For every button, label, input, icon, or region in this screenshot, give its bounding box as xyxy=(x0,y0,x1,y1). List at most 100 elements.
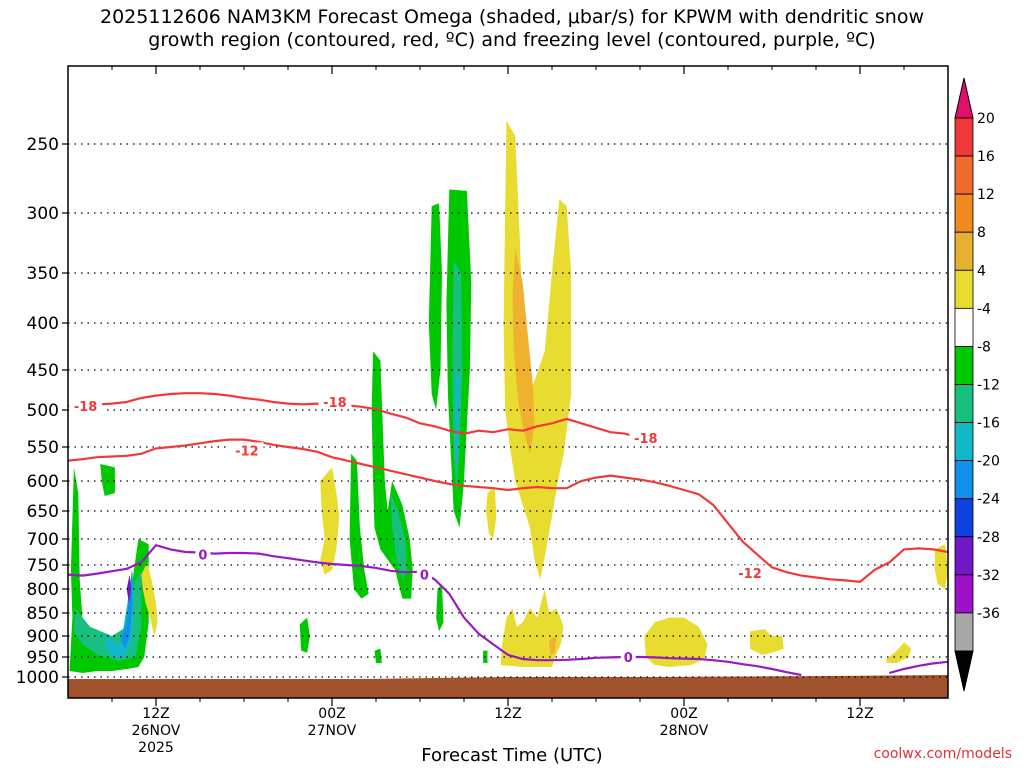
y-tick-label-400: 400 xyxy=(27,314,59,334)
x-tick-label: 12Z xyxy=(142,706,169,722)
colorbar-label--36: -36 xyxy=(977,606,1000,622)
contour-label-bg xyxy=(230,442,264,458)
x-tick-date: 26NOV xyxy=(132,723,181,739)
colorbar-swatch-10 xyxy=(954,460,974,500)
omega-region-18 xyxy=(320,467,340,575)
title-line-1: 2025112606 NAM3KM Forecast Omega (shaded… xyxy=(100,6,924,28)
x-tick-label: 00Z xyxy=(670,706,697,722)
y-tick-label-250: 250 xyxy=(27,135,59,155)
contour-label--18: -18 xyxy=(323,396,347,411)
contour-0-line xyxy=(67,543,802,677)
contour-label-bg xyxy=(195,546,211,562)
contour-lines: -18 -18 -18 -12 -12 0 0 0 xyxy=(67,392,949,677)
contour-label--12: -12 xyxy=(738,567,762,582)
colorbar-label-4: 4 xyxy=(977,263,986,279)
omega-region-26 xyxy=(886,642,912,663)
omega-region-1 xyxy=(100,464,115,496)
contour-0-line-2 xyxy=(889,660,949,675)
contour-label-bg xyxy=(69,398,103,413)
y-tick-label-350: 350 xyxy=(27,264,59,284)
omega-region-19 xyxy=(503,120,572,580)
y-tick-label-900: 900 xyxy=(27,627,59,647)
colorbar-label-8: 8 xyxy=(977,225,986,241)
colorbar-swatch-14 xyxy=(954,612,974,652)
colorbar-label--8: -8 xyxy=(977,339,991,355)
colorbar-bottom-arrow xyxy=(954,650,974,692)
terrain-layer xyxy=(68,675,948,698)
credit-link[interactable]: coolwx.com/models xyxy=(873,746,1012,762)
contour-label-bg xyxy=(733,565,767,581)
x-tick-label: 12Z xyxy=(846,706,873,722)
omega-region-7 xyxy=(349,453,369,599)
omega-region-10 xyxy=(374,648,382,663)
contour--12-line xyxy=(67,438,949,583)
x-tick-label: 12Z xyxy=(494,706,521,722)
colorbar-label-16: 16 xyxy=(977,149,995,165)
y-tick-label-450: 450 xyxy=(27,361,59,381)
contour-label--18: -18 xyxy=(74,400,98,415)
y-tick-label-750: 750 xyxy=(27,556,59,576)
contour-label-0: 0 xyxy=(420,569,429,584)
y-tick-label-500: 500 xyxy=(27,401,59,421)
colorbar-swatch-1 xyxy=(954,117,974,157)
x-tick-label: 00Z xyxy=(318,706,345,722)
colorbar-swatch-3 xyxy=(954,193,974,233)
y-axis-ticks: 250 300 350 400 450 500 550 600 650 700 750 800 850 9… xyxy=(16,135,68,688)
contour-label-bg xyxy=(629,430,663,446)
omega-region-21 xyxy=(486,487,497,539)
colorbar-swatch-7 xyxy=(954,346,974,385)
colorbar-top-arrow xyxy=(954,77,974,119)
colorbar-swatch-12 xyxy=(954,536,974,576)
omega-region-6 xyxy=(299,617,310,653)
y-tick-label-650: 650 xyxy=(27,502,59,522)
colorbar-swatch-2 xyxy=(954,155,974,195)
omega-region-20 xyxy=(512,249,535,454)
omega-region-9 xyxy=(390,493,407,580)
colorbar: 20 16 12 8 4 -4 -8 -12 -16 -20 -24 -28 -32 -36 xyxy=(954,77,1000,692)
y-tick-label-300: 300 xyxy=(27,204,59,224)
colorbar-label--28: -28 xyxy=(977,530,1000,546)
x-axis-label: Forecast Time (UTC) xyxy=(421,745,603,766)
contour-label-0: 0 xyxy=(624,651,633,666)
omega-region-27 xyxy=(934,544,948,589)
omega-shading xyxy=(69,120,948,673)
colorbar-label--16: -16 xyxy=(977,416,1000,432)
colorbar-swatch-4 xyxy=(954,231,974,271)
y-tick-label-950: 950 xyxy=(27,648,59,668)
contour-label-bg xyxy=(620,649,636,664)
x-tick-year: 2025 xyxy=(138,740,174,756)
omega-region-24 xyxy=(644,617,708,667)
y-tick-label-700: 700 xyxy=(27,530,59,550)
contour-label-bg xyxy=(318,394,352,409)
x-tick-date: 28NOV xyxy=(660,723,709,739)
colorbar-label--20: -20 xyxy=(977,454,1000,470)
contour-label-bg xyxy=(416,566,432,582)
omega-region-5 xyxy=(126,574,132,604)
contour-label-0: 0 xyxy=(198,549,207,564)
omega-region-23 xyxy=(549,636,557,655)
x-tick-date: 27NOV xyxy=(308,723,357,739)
omega-region-14 xyxy=(455,370,460,468)
colorbar-swatch-8 xyxy=(954,384,974,423)
colorbar-swatch-6 xyxy=(954,307,974,347)
omega-region-22 xyxy=(500,589,564,667)
contour--18-line xyxy=(68,392,655,441)
y-tick-label-600: 600 xyxy=(27,472,59,492)
surface-terrain xyxy=(68,675,948,698)
y-tick-label-800: 800 xyxy=(27,580,59,600)
y-tick-label-550: 550 xyxy=(27,438,59,458)
colorbar-label--4: -4 xyxy=(977,301,991,317)
colorbar-label--32: -32 xyxy=(977,568,1000,584)
contour-label--18: -18 xyxy=(634,432,658,447)
colorbar-label-12: 12 xyxy=(977,187,995,203)
colorbar-label-20: 20 xyxy=(977,111,995,127)
colorbar-label--12: -12 xyxy=(977,378,1000,394)
y-tick-label-850: 850 xyxy=(27,604,59,624)
chart-title: 2025112606 NAM3KM Forecast Omega (shaded… xyxy=(0,6,1024,52)
omega-region-11 xyxy=(428,203,442,410)
colorbar-swatch-11 xyxy=(954,498,974,538)
colorbar-swatch-13 xyxy=(954,574,974,614)
colorbar-swatch-5 xyxy=(954,269,974,309)
contour-label--12: -12 xyxy=(235,444,259,459)
